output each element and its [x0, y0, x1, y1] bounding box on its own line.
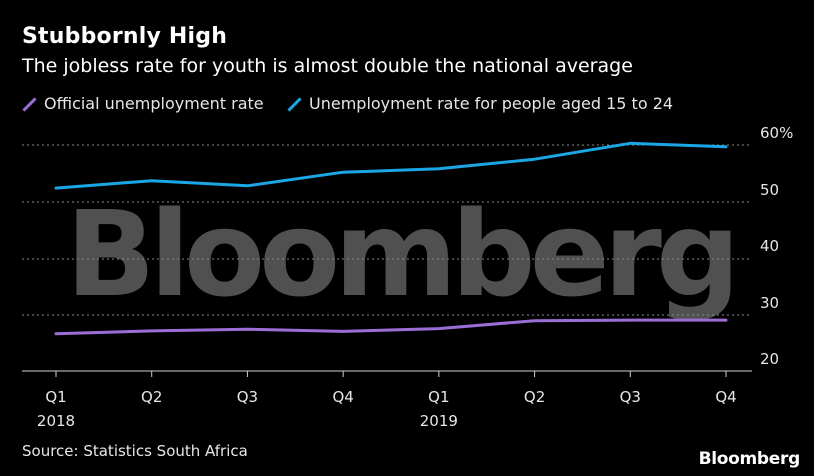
x-tick-label: Q1 — [428, 388, 449, 406]
x-tick-label: Q2 — [141, 388, 162, 406]
y-tick-label: 60% — [760, 124, 793, 142]
y-tick-label: 30 — [760, 294, 779, 312]
source-note: Source: Statistics South Africa — [22, 442, 248, 460]
legend-label-youth: Unemployment rate for people aged 15 to … — [309, 94, 674, 113]
x-tick-label: Q3 — [237, 388, 258, 406]
x-tick-label: Q2 — [524, 388, 545, 406]
x-tick-label: Q4 — [715, 388, 736, 406]
x-tick-label: Q4 — [332, 388, 353, 406]
x-tick-label: Q3 — [620, 388, 641, 406]
y-tick-label: 50 — [760, 181, 779, 199]
x-year-label: 2018 — [37, 412, 75, 430]
y-tick-label: 40 — [760, 237, 779, 255]
watermark-text: Bloomberg — [66, 185, 735, 323]
x-tick-label: Q1 — [45, 388, 66, 406]
legend-item-youth: Unemployment rate for people aged 15 to … — [287, 94, 673, 113]
series-line-youth — [54, 141, 728, 190]
chart-subtitle: The jobless rate for youth is almost dou… — [22, 55, 633, 77]
x-year-label: 2019 — [420, 412, 458, 430]
chart-title: Stubbornly High — [22, 24, 228, 49]
series-line-official — [54, 318, 728, 336]
legend-label-official: Official unemployment rate — [44, 94, 264, 113]
brand-logo: Bloomberg — [698, 449, 801, 469]
y-tick-label: 20 — [760, 350, 779, 368]
legend-item-official: Official unemployment rate — [22, 94, 264, 113]
